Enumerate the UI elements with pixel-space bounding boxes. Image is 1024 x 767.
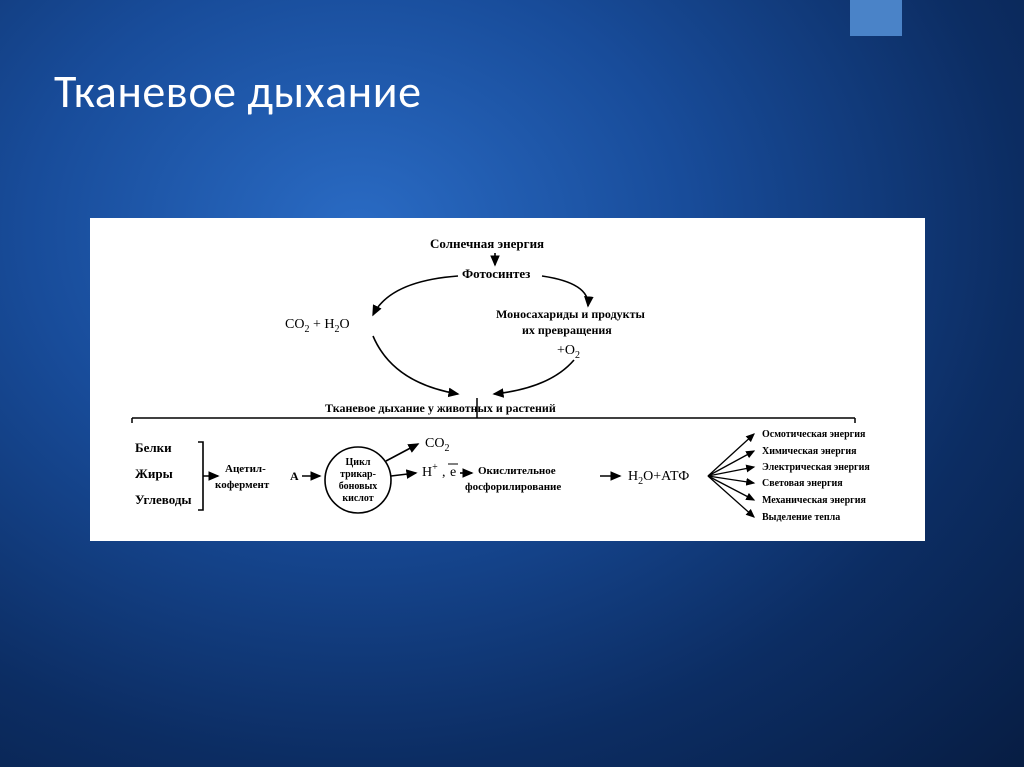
cycle-line2: трикар- xyxy=(340,469,376,480)
cycle-line1: Цикл xyxy=(346,457,371,468)
curve-co2-to-section xyxy=(373,336,458,394)
diagram-panel: Солнечная энергия Фотосинтез CO2 + H2O М… xyxy=(90,218,925,541)
node-co2-h2o: CO2 + H2O xyxy=(285,317,350,335)
co2out-sub: 2 xyxy=(444,443,449,454)
node-h2o-atp: H2O+АТФ xyxy=(628,469,689,487)
node-oxphos-1: Окислительное xyxy=(478,465,556,477)
node-oxphos-2: фосфорилирование xyxy=(465,481,561,493)
node-co2-out: CO2 xyxy=(425,436,449,454)
co2h2o-tail: O xyxy=(339,317,349,332)
slide-title: Тканевое дыхание xyxy=(54,64,422,120)
node-mono-line1: Моносахариды и продукты xyxy=(496,307,645,321)
svg-text:CO2 + H2O: CO2 + H2O xyxy=(285,317,350,335)
co2h2o-plus: + H xyxy=(309,317,334,332)
slide: Тканевое дыхание Солнечная энергия Фотос… xyxy=(0,0,1024,767)
arrow-cycle-to-co2 xyxy=(386,444,418,461)
node-mono-line2: их превращения xyxy=(522,323,612,337)
svg-text:CO2: CO2 xyxy=(425,436,449,454)
node-acetyl-1: Ацетил- xyxy=(225,463,266,475)
arrow-cycle-to-he xyxy=(391,473,416,476)
curve-photosynth-to-mono xyxy=(542,276,588,306)
curve-photosynth-to-co2 xyxy=(373,276,458,315)
node-photosynthesis: Фотосинтез xyxy=(462,266,530,281)
node-o2: +O2 xyxy=(557,343,580,361)
energy-osmotic: Осмотическая энергия xyxy=(762,429,866,440)
node-fats: Жиры xyxy=(135,466,173,481)
svg-text:H2O+АТФ: H2O+АТФ xyxy=(628,469,689,487)
h2oatp-mid: O+АТФ xyxy=(643,469,689,484)
cycle-line4: кислот xyxy=(342,493,373,504)
node-h-e: H+ , e xyxy=(422,462,458,480)
svg-text:e: e xyxy=(450,465,456,480)
co2out-text: CO xyxy=(425,436,444,451)
co2h2o-co: CO xyxy=(285,317,304,332)
node-solar-energy: Солнечная энергия xyxy=(430,236,544,251)
diagram-svg: Солнечная энергия Фотосинтез CO2 + H2O М… xyxy=(90,218,925,541)
energy-light: Световая энергия xyxy=(762,478,843,489)
o2-text: +O xyxy=(557,343,575,358)
svg-text:+O2: +O2 xyxy=(557,343,580,361)
svg-text:,: , xyxy=(442,465,446,480)
node-acetyl-2: кофермент xyxy=(215,479,270,491)
bracket-inputs xyxy=(198,442,210,510)
energy-electric: Электрическая энергия xyxy=(762,462,870,473)
node-proteins: Белки xyxy=(135,440,172,455)
energy-mechanical: Механическая энергия xyxy=(762,495,866,506)
cycle-line3: боновых xyxy=(339,481,378,492)
curve-mono-to-section xyxy=(494,360,574,394)
o2-sub: 2 xyxy=(575,350,580,361)
energy-heat: Выделение тепла xyxy=(762,512,840,523)
slide-accent-bar xyxy=(850,0,902,36)
node-carbs: Углеводы xyxy=(135,492,192,507)
fan-out xyxy=(708,434,754,517)
h2oatp-t1: H xyxy=(628,469,638,484)
node-section-title: Тканевое дыхание у животных и растений xyxy=(325,401,556,415)
node-acetyl-a: A xyxy=(290,469,299,483)
svg-text:H+: H+ xyxy=(422,462,438,480)
energy-chemical: Химическая энергия xyxy=(762,446,857,457)
